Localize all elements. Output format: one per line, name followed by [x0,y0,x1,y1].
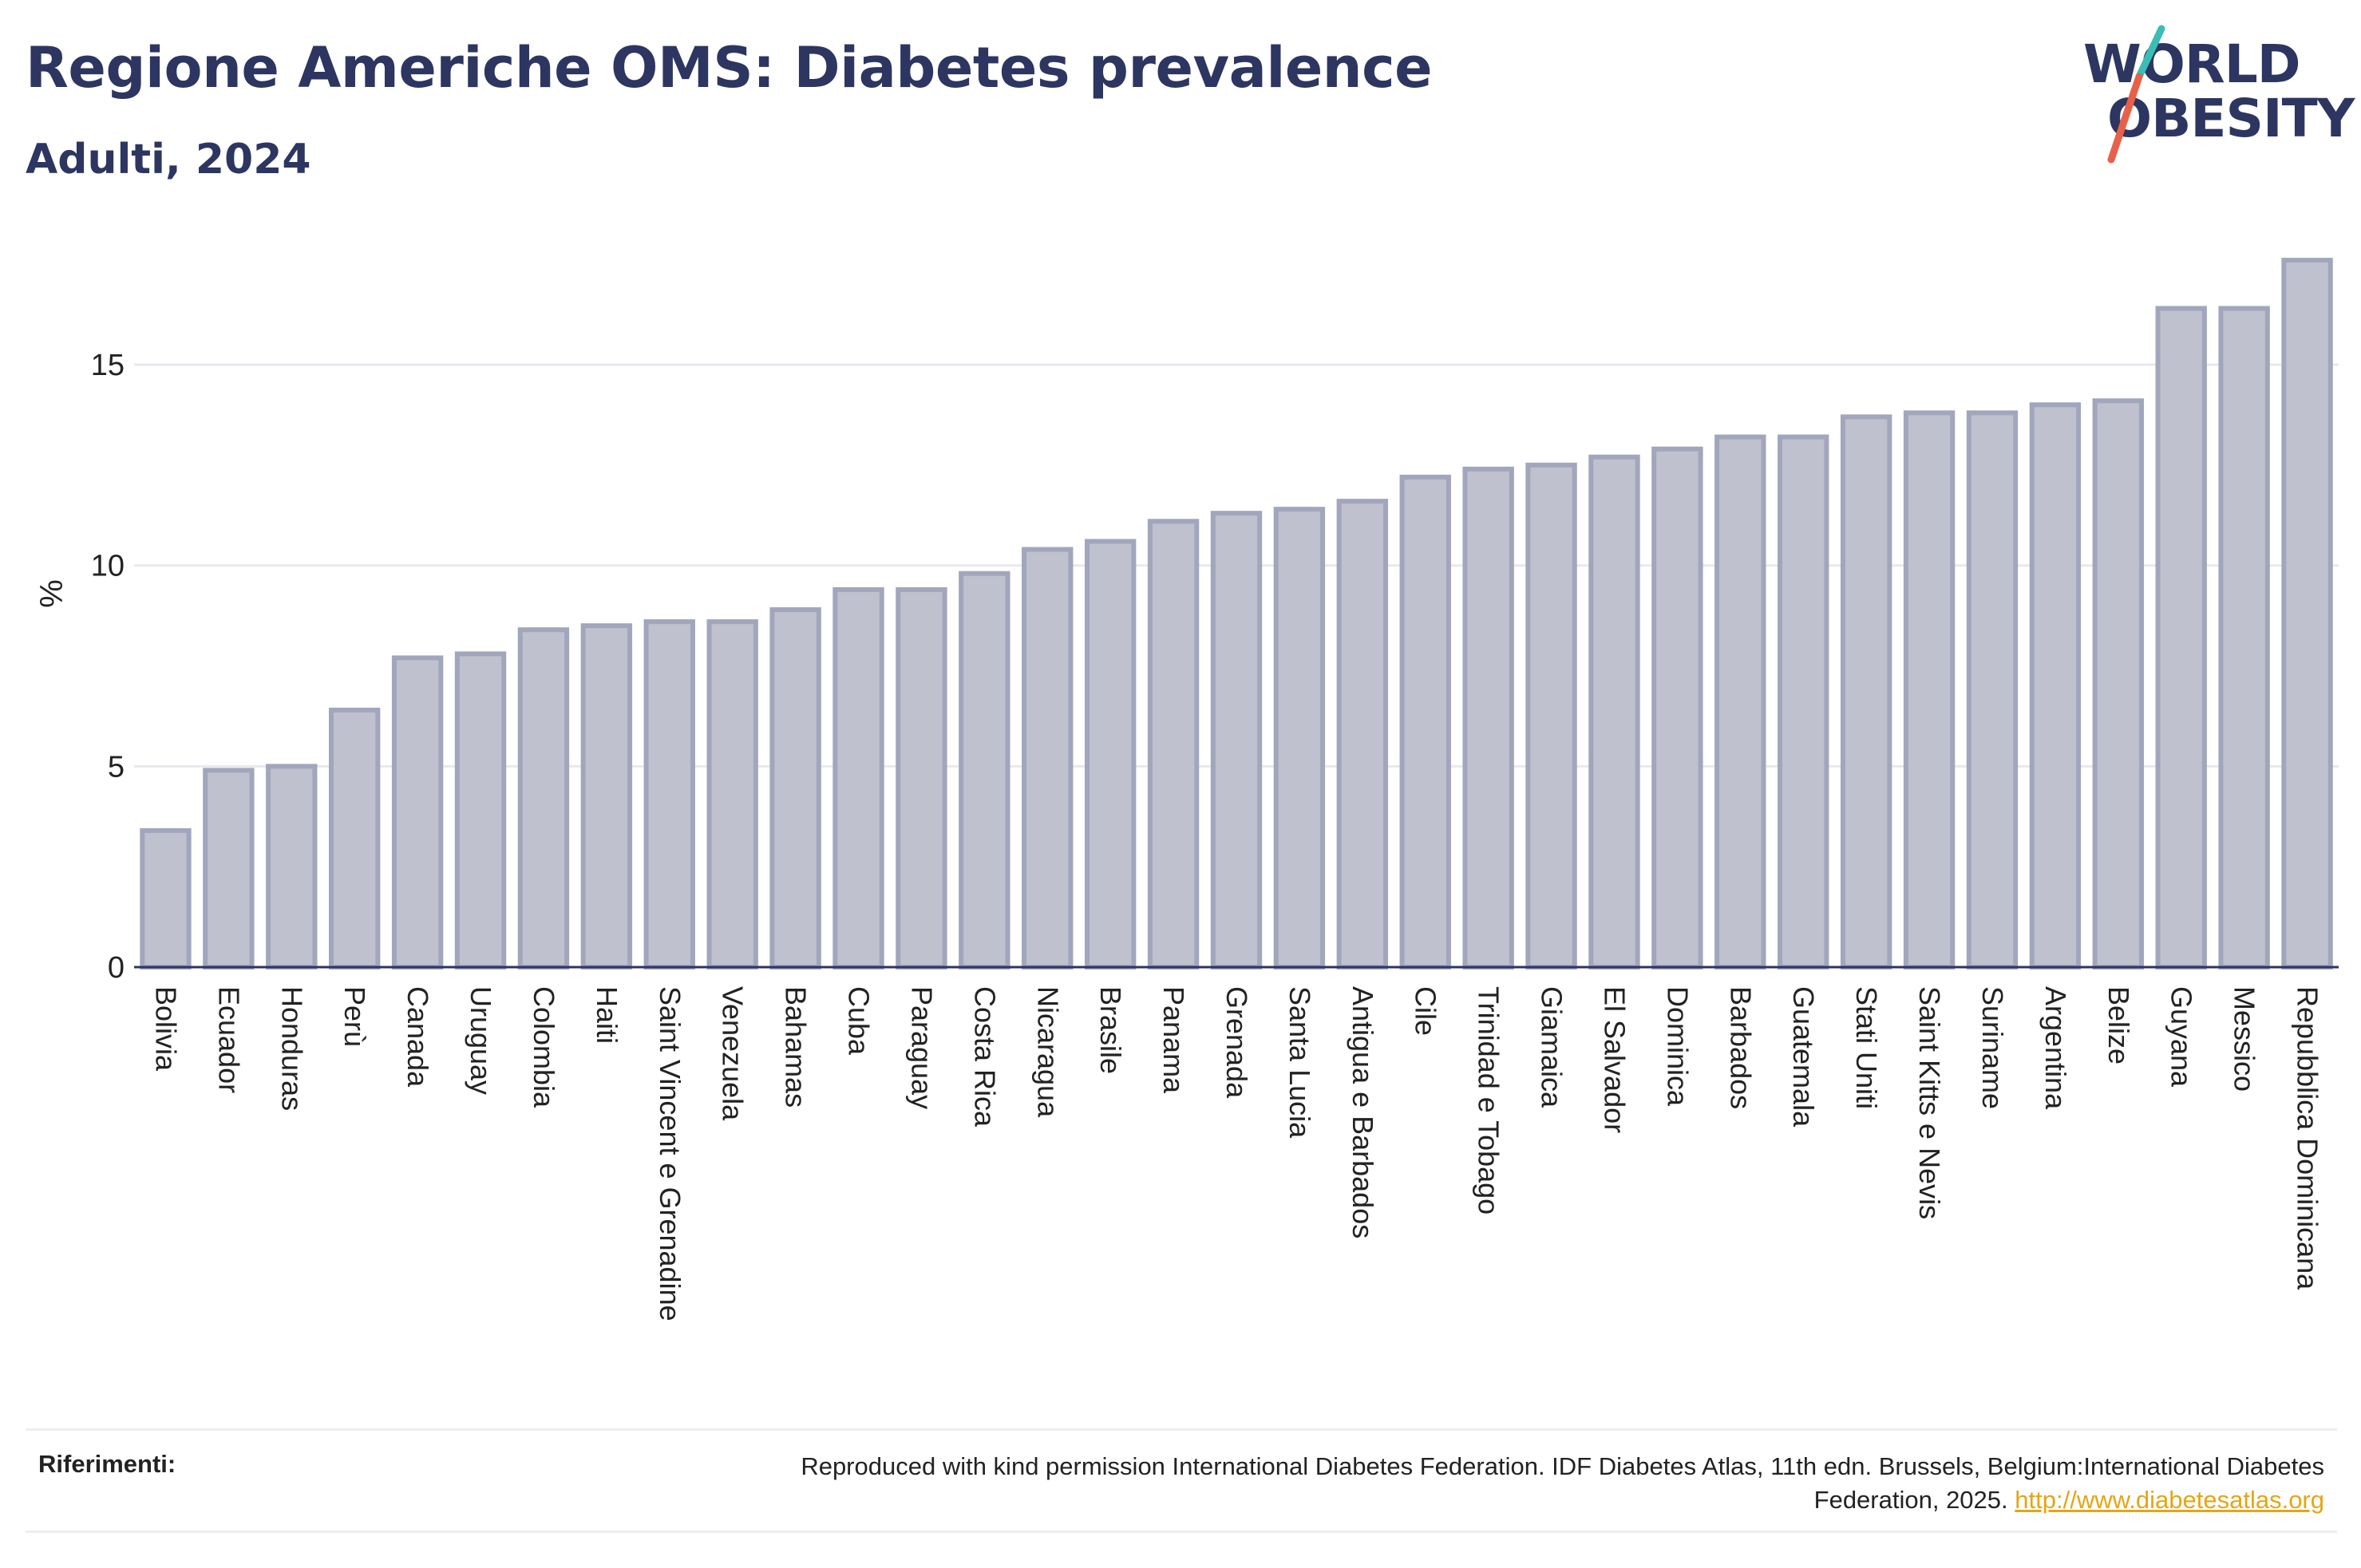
y-tick-label: 15 [91,349,125,382]
x-tick-label: Venezuela [717,986,749,1121]
x-tick-label: Colombia [528,986,560,1108]
x-tick-label: Bolivia [149,986,182,1072]
x-tick-label: Panama [1157,986,1190,1094]
x-tick-label: Belize [2102,986,2135,1064]
bar-stati-uniti[interactable] [1840,414,1892,970]
bar-trinidad-e-tobago[interactable] [1462,466,1514,970]
x-tick-label: Giamaica [1536,986,1568,1108]
bar-venezuela[interactable] [706,619,758,970]
x-tick-label: Bahamas [780,986,813,1108]
x-tick-label: Perù [338,986,371,1047]
bar-nicaragua[interactable] [1022,547,1074,970]
references-section: Riferimenti: Reproduced with kind permis… [26,1428,2337,1533]
logo-slash-icon [2107,25,2165,164]
y-tick-label: 10 [91,550,125,583]
x-tick-label: El Salvador [1598,986,1631,1133]
x-tick-label: Saint Vincent e Grenadine [654,986,686,1321]
bar-brasile[interactable] [1084,539,1137,970]
references-citation: Reproduced with kind permission Internat… [801,1452,2324,1514]
x-tick-label: Repubblica Dominicana [2292,986,2324,1290]
y-axis-label: % [34,579,69,608]
bars [140,258,2333,970]
bar-panama[interactable] [1147,519,1200,970]
bar-per-[interactable] [329,707,381,970]
x-tick-label: Canada [401,986,434,1088]
x-tick-label: Grenada [1220,986,1253,1099]
bar-grenada[interactable] [1210,511,1263,970]
bar-saint-kitts-e-nevis[interactable] [1903,410,1956,970]
x-tick-label: Saint Kitts e Nevis [1913,986,1946,1219]
x-tick-label: Barbados [1724,986,1757,1109]
bar-ecuador[interactable] [203,768,255,970]
y-tick-label: 5 [108,750,125,784]
x-tick-label: Nicaragua [1031,986,1064,1118]
x-tick-label: Suriname [1976,986,2009,1109]
bar-repubblica-dominicana[interactable] [2281,258,2333,970]
x-tick-label: Santa Lucia [1283,986,1316,1139]
bar-canada[interactable] [391,655,444,970]
x-tick-label: Trinidad e Tobago [1473,986,1505,1215]
x-tick-label: Guatemala [1787,986,1820,1128]
logo-line-2: OBESITY [2107,88,2355,149]
logo-line-1: WORLD [2083,34,2301,95]
x-tick-label: Argentina [2039,986,2072,1110]
y-tick-label: 0 [108,951,125,985]
bar-guyana[interactable] [2155,306,2207,970]
bar-messico[interactable] [2218,306,2270,970]
x-tick-label: Stati Uniti [1850,986,1883,1109]
references-text: Reproduced with kind permission Internat… [728,1450,2324,1517]
bar-guatemala[interactable] [1778,434,1829,970]
references-label: Riferimenti: [38,1450,176,1478]
bar-el-salvador[interactable] [1588,454,1640,970]
bar-barbados[interactable] [1714,434,1766,970]
bar-haiti[interactable] [580,623,633,970]
bar-honduras[interactable] [266,764,318,970]
x-tick-label: Costa Rica [968,986,1001,1128]
bar-colombia[interactable] [517,627,570,970]
x-tick-label: Guyana [2165,986,2198,1088]
bar-cuba[interactable] [832,587,884,970]
y-tick-labels: 0 5 10 15 [91,349,125,985]
bar-cile[interactable] [1399,474,1451,970]
bar-chart: 0 5 10 15 Bolivia Ecuador Honduras Perù Canada U… [34,258,2339,1321]
chart-title: Regione Americhe OMS: Diabetes prevalenc… [26,35,1433,101]
x-tick-label: Cuba [843,986,876,1056]
x-tick-label: Dominica [1661,986,1694,1107]
x-tick-labels: Bolivia Ecuador Honduras Perù Canada Uruguay C… [149,986,2323,1321]
x-tick-label: Cile [1410,986,1442,1036]
bar-argentina[interactable] [2029,402,2082,970]
x-tick-label: Antigua e Barbados [1347,986,1379,1238]
x-tick-label: Uruguay [465,986,497,1095]
bar-uruguay[interactable] [454,651,507,970]
x-tick-label: Honduras [275,986,308,1111]
x-tick-label: Paraguay [905,986,938,1109]
bar-giamaica[interactable] [1525,462,1577,970]
bar-bolivia[interactable] [140,827,192,970]
bar-paraguay[interactable] [896,587,947,970]
bar-dominica[interactable] [1651,446,1703,970]
chart-subtitle: Adulti, 2024 [26,136,311,184]
bar-bahamas[interactable] [769,607,821,970]
bar-suriname[interactable] [1966,410,2019,970]
world-obesity-logo[interactable]: WORLD OBESITY [2083,22,2355,166]
x-tick-label: Ecuador [212,986,245,1093]
bar-antigua-e-barbados[interactable] [1336,499,1389,970]
bar-saint-vincent-e-grenadine[interactable] [643,619,695,970]
references-link[interactable]: http://www.diabetesatlas.org [2015,1486,2324,1514]
x-tick-label: Brasile [1094,986,1127,1074]
bar-belize[interactable] [2092,398,2144,970]
x-tick-label: Messico [2229,986,2261,1092]
bar-santa-lucia[interactable] [1273,507,1326,970]
x-tick-label: Haiti [591,986,623,1044]
bar-costa-rica[interactable] [959,571,1010,970]
